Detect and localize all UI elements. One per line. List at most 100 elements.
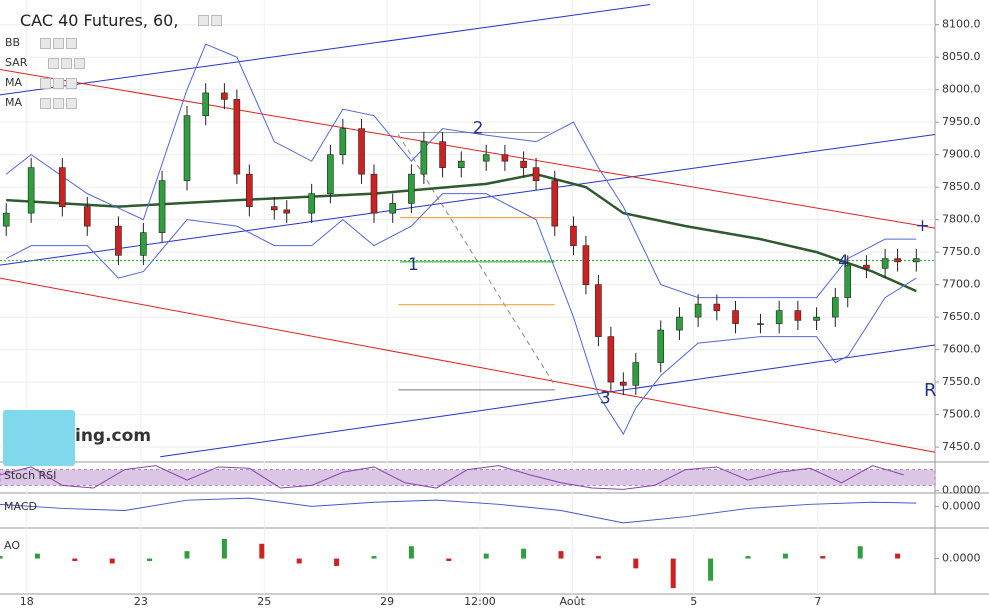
candle-body xyxy=(794,310,802,321)
candle-body xyxy=(358,128,365,175)
wave-label: 1 xyxy=(408,255,419,275)
bar xyxy=(558,551,564,559)
bar xyxy=(184,551,190,559)
candle-body xyxy=(844,264,852,298)
candle-body xyxy=(246,173,253,207)
candle-body xyxy=(327,154,334,194)
candle-body xyxy=(482,154,490,162)
candle-body xyxy=(83,206,91,227)
indicator-line xyxy=(6,193,917,436)
bar xyxy=(72,558,78,561)
chart-title: CAC 40 Futures, 60, xyxy=(20,11,179,30)
x-tick-label: 12:00 xyxy=(464,595,496,608)
bar xyxy=(109,558,115,564)
title-icons[interactable] xyxy=(198,15,222,26)
wave-label: 2 xyxy=(473,119,484,139)
bar xyxy=(670,558,676,589)
x-tick-label: Août xyxy=(560,595,586,608)
candle-body xyxy=(632,362,640,386)
y-tick-label: 7450.0 xyxy=(942,440,981,453)
panel-label: MACD xyxy=(4,500,37,513)
indicator-line xyxy=(0,465,904,490)
trend-line xyxy=(0,4,651,96)
candle-body xyxy=(551,180,559,227)
indicator-icons[interactable] xyxy=(40,38,77,49)
candle-body xyxy=(757,323,764,325)
y-tick-label: 7600.0 xyxy=(942,343,981,356)
candle-body xyxy=(408,173,415,204)
y-tick-label: 0.0000 xyxy=(942,499,981,512)
bar xyxy=(782,553,788,559)
bar xyxy=(147,558,153,561)
panel-label: Stoch RSI xyxy=(4,469,56,482)
indicator-icons[interactable] xyxy=(40,78,77,89)
candle-body xyxy=(676,316,683,331)
candle-body xyxy=(221,92,228,100)
bar xyxy=(221,538,227,559)
candle-body xyxy=(158,180,166,233)
indicator-line xyxy=(0,497,917,524)
candle-body xyxy=(620,381,627,386)
candle-body xyxy=(2,212,10,227)
x-tick-label: 7 xyxy=(814,595,821,608)
y-tick-label: 0.0000 xyxy=(942,484,981,497)
bar xyxy=(820,556,826,559)
candle-body xyxy=(308,193,315,214)
candle-body xyxy=(881,258,889,269)
candle-body xyxy=(59,167,66,207)
y-tick-label: 7650.0 xyxy=(942,310,981,323)
y-tick-label: 8050.0 xyxy=(942,50,981,63)
indicator-label: SAR xyxy=(5,56,28,69)
indicator-icons[interactable] xyxy=(48,58,85,69)
indicator-label: MA xyxy=(5,96,23,109)
bar xyxy=(259,543,265,559)
candle-body xyxy=(339,128,347,155)
candle-body xyxy=(140,232,147,256)
candle-body xyxy=(439,141,446,168)
x-tick-label: 18 xyxy=(20,595,34,608)
wave-label: 4 xyxy=(838,252,849,272)
x-tick-label: 29 xyxy=(380,595,394,608)
candle-body xyxy=(595,284,602,337)
indicator-label: MA xyxy=(5,76,23,89)
bar xyxy=(745,556,751,559)
logo-image xyxy=(3,410,75,466)
y-tick-label: 7750.0 xyxy=(942,245,981,258)
trend-line xyxy=(160,344,936,458)
x-tick-label: 5 xyxy=(690,595,697,608)
bar xyxy=(708,558,714,581)
wave-label: + xyxy=(915,216,929,236)
candle-body xyxy=(27,167,35,214)
trend-line xyxy=(397,134,556,386)
indicator-label: BB xyxy=(5,36,21,49)
logo-text: ing.com xyxy=(75,426,152,446)
candle-body xyxy=(501,154,509,162)
indicator-icons[interactable] xyxy=(40,98,77,109)
candle-body xyxy=(420,141,428,175)
candle-body xyxy=(831,297,839,318)
trend-line xyxy=(0,69,936,229)
candle-body xyxy=(713,303,721,311)
y-tick-label: 7500.0 xyxy=(942,408,981,421)
y-tick-label: 7550.0 xyxy=(942,375,981,388)
candle-body xyxy=(582,245,590,285)
bar xyxy=(857,546,863,559)
candle-body xyxy=(894,258,901,263)
y-tick-label: 7900.0 xyxy=(942,148,981,161)
candle-body xyxy=(457,160,465,168)
bar xyxy=(595,556,601,559)
candle-body xyxy=(694,303,702,318)
candle-body xyxy=(775,310,783,324)
x-tick-label: 23 xyxy=(134,595,148,608)
panel-label: AO xyxy=(4,539,20,552)
candle-body xyxy=(532,167,540,181)
candle-body xyxy=(570,225,577,246)
y-tick-label: 7950.0 xyxy=(942,115,981,128)
candle-body xyxy=(912,258,920,263)
candle-body xyxy=(202,92,209,116)
candle-body xyxy=(283,209,291,214)
candle-body xyxy=(183,115,191,181)
candle-body xyxy=(270,206,278,211)
y-tick-label: 8100.0 xyxy=(942,18,981,31)
